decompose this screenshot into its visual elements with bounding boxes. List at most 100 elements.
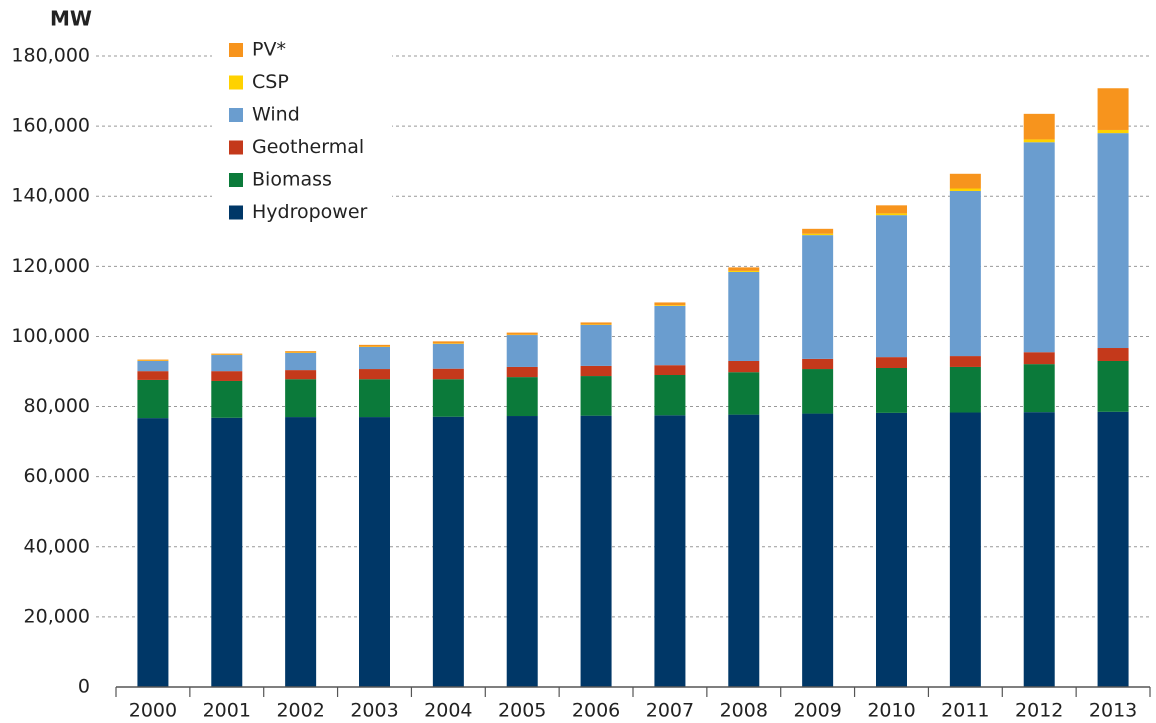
legend-label: PV* bbox=[252, 39, 286, 61]
bar-segment bbox=[1023, 412, 1055, 687]
bar-segment bbox=[1097, 88, 1129, 130]
legend-swatch bbox=[229, 108, 243, 122]
bar-segment bbox=[285, 351, 317, 353]
bar-segment bbox=[432, 368, 464, 380]
bar-segment bbox=[285, 417, 317, 687]
bar-segment bbox=[728, 414, 760, 687]
x-tick-label: 2008 bbox=[720, 700, 768, 722]
bar-segment bbox=[359, 369, 390, 380]
bar-segment bbox=[580, 365, 612, 377]
bar-segment bbox=[802, 358, 834, 370]
y-tick-label: 180,000 bbox=[11, 45, 90, 67]
bar-segment bbox=[802, 235, 834, 359]
bar-segment bbox=[1097, 360, 1129, 412]
legend-swatch bbox=[229, 140, 243, 155]
x-tick-label: 2004 bbox=[424, 700, 472, 722]
bar-segment bbox=[432, 416, 464, 687]
bar-segment bbox=[949, 173, 981, 189]
bar-segment bbox=[580, 376, 612, 416]
y-tick-label: 120,000 bbox=[11, 255, 90, 277]
bar-segment bbox=[1097, 348, 1129, 361]
bar-segment bbox=[949, 356, 981, 367]
bar-segment bbox=[359, 344, 390, 347]
bar-segment bbox=[949, 188, 981, 191]
y-tick-label: 60,000 bbox=[24, 465, 90, 487]
x-tick-label: 2003 bbox=[350, 700, 398, 722]
bar-segment bbox=[211, 380, 243, 418]
bar-segment bbox=[949, 366, 981, 413]
legend-label: Hydropower bbox=[252, 201, 368, 223]
bar-segment bbox=[876, 205, 907, 214]
bar-segment bbox=[359, 379, 390, 418]
legend-label: Wind bbox=[252, 104, 300, 126]
legend-swatch bbox=[229, 205, 243, 220]
y-tick-label: 160,000 bbox=[11, 115, 90, 137]
bar-segment bbox=[876, 412, 907, 687]
y-tick-label: 20,000 bbox=[24, 605, 90, 627]
bar-segment bbox=[949, 190, 981, 357]
x-tick-label: 2013 bbox=[1089, 700, 1137, 722]
bar-segment bbox=[876, 367, 907, 413]
bar-segment bbox=[1023, 364, 1055, 413]
bar-segment bbox=[802, 413, 834, 687]
bar-segment bbox=[137, 418, 169, 687]
y-tick-label: 80,000 bbox=[24, 395, 90, 417]
legend-background bbox=[212, 38, 392, 228]
x-tick-label: 2011 bbox=[941, 700, 989, 722]
bar-segment bbox=[728, 372, 760, 415]
bar-segment bbox=[876, 215, 907, 358]
bar-segment bbox=[654, 415, 686, 687]
bar-segment bbox=[359, 417, 390, 687]
bar-segment bbox=[580, 415, 612, 687]
bar-segment bbox=[211, 371, 243, 381]
bar-segment bbox=[876, 357, 907, 368]
bar-segment bbox=[137, 360, 169, 372]
bar-segment bbox=[432, 343, 464, 369]
bar-segment bbox=[432, 341, 464, 344]
x-tick-label: 2009 bbox=[793, 700, 841, 722]
bar-segment bbox=[728, 267, 760, 271]
bar-segment bbox=[802, 228, 834, 234]
bar-segment bbox=[654, 302, 686, 306]
bar-segment bbox=[654, 305, 686, 306]
bar-segment bbox=[1097, 411, 1129, 687]
legend-label: Geothermal bbox=[252, 136, 364, 158]
x-tick-label: 2007 bbox=[646, 700, 694, 722]
legend-label: CSP bbox=[252, 71, 289, 93]
legend-swatch bbox=[229, 173, 243, 187]
bar-segment bbox=[137, 371, 169, 380]
bar-segment bbox=[211, 353, 243, 355]
bar-segment bbox=[654, 305, 686, 366]
bar-segment bbox=[728, 360, 760, 373]
legend-swatch bbox=[229, 43, 243, 57]
x-tick-label: 2000 bbox=[129, 700, 177, 722]
legend-label: Biomass bbox=[252, 169, 332, 191]
bar-segment bbox=[506, 335, 538, 367]
legend-swatch bbox=[229, 75, 243, 90]
bar-segment bbox=[728, 270, 760, 272]
bar-segment bbox=[654, 365, 686, 376]
bar-segment bbox=[728, 271, 760, 361]
bar-segment bbox=[1097, 129, 1129, 134]
bar-segment bbox=[359, 346, 390, 370]
bar-segment bbox=[432, 379, 464, 417]
bar-segment bbox=[1023, 142, 1055, 353]
bar-segment bbox=[802, 233, 834, 236]
bar-segment bbox=[137, 359, 169, 361]
x-tick-label: 2006 bbox=[572, 700, 620, 722]
bar-segment bbox=[506, 332, 538, 335]
bar-segment bbox=[211, 417, 243, 687]
x-tick-label: 2002 bbox=[276, 700, 324, 722]
bar-segment bbox=[285, 370, 317, 380]
bar-segment bbox=[876, 213, 907, 216]
bar-segment bbox=[506, 377, 538, 417]
bar-segment bbox=[949, 412, 981, 687]
y-tick-label: 140,000 bbox=[11, 185, 90, 207]
x-tick-label: 2010 bbox=[867, 700, 915, 722]
bar-segment bbox=[802, 369, 834, 414]
x-tick-label: 2001 bbox=[203, 700, 251, 722]
y-tick-label: 0 bbox=[78, 676, 90, 698]
y-tick-label: 100,000 bbox=[11, 325, 90, 347]
y-tick-label: 40,000 bbox=[24, 535, 90, 557]
